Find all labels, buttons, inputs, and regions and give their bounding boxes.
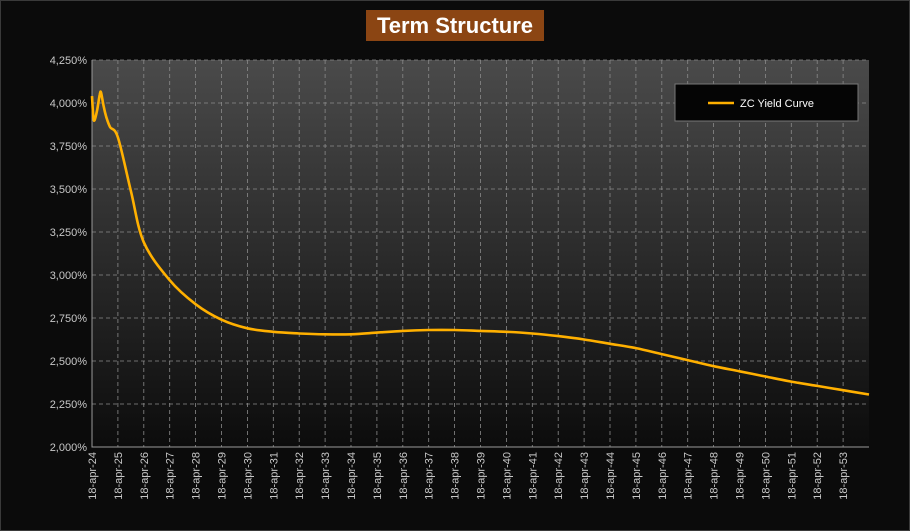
x-tick-label: 18-apr-43 — [579, 452, 591, 500]
y-tick-label: 2,000% — [50, 442, 88, 454]
y-tick-label: 3,750% — [50, 141, 88, 153]
x-tick-label: 18-apr-39 — [476, 452, 488, 500]
y-tick-label: 3,000% — [50, 270, 88, 282]
legend-box — [674, 83, 859, 122]
x-tick-label: 18-apr-52 — [812, 452, 824, 500]
series-group — [90, 90, 870, 396]
x-tick-label: 18-apr-47 — [683, 452, 695, 500]
x-tick-label: 18-apr-26 — [139, 452, 151, 500]
x-tick-label: 18-apr-37 — [424, 452, 436, 500]
x-tick-label: 18-apr-42 — [553, 452, 565, 500]
x-tick-label: 18-apr-45 — [631, 452, 643, 500]
x-tick-label: 18-apr-50 — [760, 452, 772, 500]
x-tick-label: 18-apr-49 — [735, 452, 747, 500]
y-tick-label: 4,000% — [50, 98, 88, 110]
x-tick-label: 18-apr-24 — [87, 452, 99, 500]
x-tick-label: 18-apr-34 — [346, 452, 358, 500]
legend: ZC Yield Curve — [674, 83, 859, 122]
x-tick-label: 18-apr-36 — [398, 452, 410, 500]
y-tick-label: 2,750% — [50, 313, 88, 325]
x-tick-label: 18-apr-29 — [217, 452, 229, 500]
x-tick-label: 18-apr-32 — [294, 452, 306, 500]
x-tick-label: 18-apr-31 — [268, 452, 280, 500]
x-tick-label: 18-apr-44 — [605, 452, 617, 500]
x-tick-label: 18-apr-46 — [657, 452, 669, 500]
y-tick-label: 3,250% — [50, 227, 88, 239]
y-tick-label: 2,500% — [50, 356, 88, 368]
x-tick-label: 18-apr-51 — [786, 452, 798, 500]
x-tick-label: 18-apr-28 — [191, 452, 203, 500]
y-tick-label: 3,500% — [50, 184, 88, 196]
legend-label: ZC Yield Curve — [740, 98, 814, 110]
x-tick-label: 18-apr-30 — [242, 452, 254, 500]
x-tick-label: 18-apr-40 — [501, 452, 513, 500]
x-tick-label: 18-apr-27 — [165, 452, 177, 500]
x-tick-label: 18-apr-53 — [838, 452, 850, 500]
x-tick-label: 18-apr-48 — [709, 452, 721, 500]
y-tick-label: 4,250% — [50, 55, 88, 67]
x-tick-label: 18-apr-41 — [527, 452, 539, 500]
series-line-zc-yield-curve — [90, 90, 870, 396]
axes-lines — [91, 60, 869, 448]
y-tick-label: 2,250% — [50, 399, 88, 411]
x-tick-label: 18-apr-35 — [372, 452, 384, 500]
x-tick-label: 18-apr-25 — [113, 452, 125, 500]
x-tick-label: 18-apr-38 — [450, 452, 462, 500]
x-tick-label: 18-apr-33 — [320, 452, 332, 500]
chart-title: Term Structure — [366, 10, 544, 41]
gridlines — [91, 59, 869, 448]
y-axis-ticks: 2,000% 2,250% 2,500% 2,750% 3,000% 3,250% 3,50… — [50, 55, 88, 454]
x-axis-ticks: 18-apr-24 18-apr-25 18-apr-26 18-apr-27 18-a… — [87, 452, 850, 500]
